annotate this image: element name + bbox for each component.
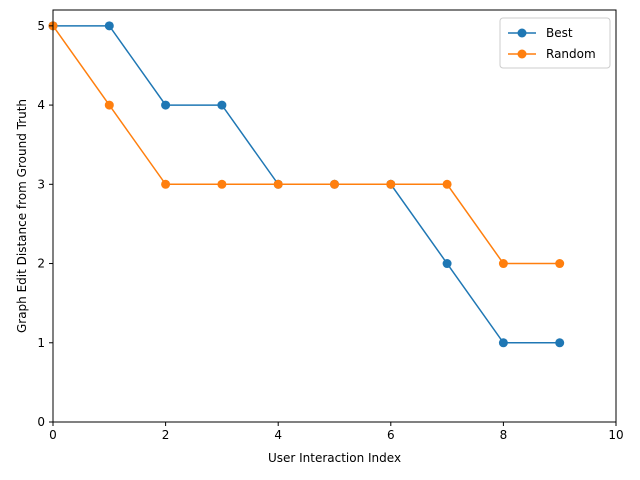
x-tick-label: 0: [49, 428, 57, 442]
data-point-random: [386, 179, 396, 189]
y-tick-label: 3: [37, 177, 45, 191]
y-tick-label: 4: [37, 98, 45, 112]
x-tick-label: 4: [274, 428, 282, 442]
data-point-best: [161, 100, 171, 110]
legend-label-best: Best: [546, 26, 573, 40]
y-tick-label: 5: [37, 19, 45, 33]
x-axis-label: User Interaction Index: [268, 451, 401, 465]
data-point-random: [498, 259, 508, 269]
data-point-random: [104, 100, 114, 110]
y-axis-ticks: 0 1 2 3 4 5: [37, 19, 53, 429]
plot-frame: [52, 9, 617, 423]
data-point-best: [104, 21, 114, 31]
x-tick-label: 10: [608, 428, 623, 442]
y-axis-label: Graph Edit Distance from Ground Truth: [15, 99, 29, 333]
x-tick-label: 8: [500, 428, 508, 442]
data-point-random: [330, 179, 339, 189]
legend-box: [499, 17, 611, 69]
data-point-random: [161, 179, 171, 189]
series-line-random: [52, 25, 560, 265]
data-point-best: [498, 338, 508, 348]
data-point-random: [555, 259, 565, 269]
x-tick-label: 2: [162, 428, 170, 442]
data-point-best: [217, 100, 227, 110]
data-point-random: [217, 179, 227, 189]
y-tick-label: 0: [37, 415, 45, 429]
legend-marker-random: [517, 49, 527, 59]
legend-label-random: Random: [546, 47, 596, 61]
legend-marker-best: [517, 28, 527, 38]
data-point-random: [273, 179, 283, 189]
data-point-random: [442, 179, 452, 189]
data-point-best: [555, 338, 565, 348]
x-tick-label: 6: [387, 428, 395, 442]
series-layer: [48, 21, 565, 348]
y-tick-label: 2: [37, 257, 45, 271]
data-point-best: [442, 259, 452, 269]
y-tick-label: 1: [37, 336, 45, 350]
x-axis-ticks: 0 2 4 6 8 10: [49, 422, 624, 442]
legend: Best Random: [499, 17, 611, 69]
